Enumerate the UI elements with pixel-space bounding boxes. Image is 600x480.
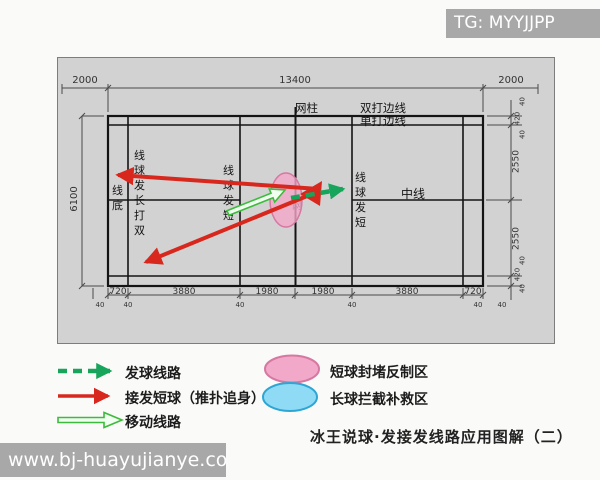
callout-40-4: 40	[347, 301, 357, 309]
callout-40-3: 40	[235, 301, 245, 309]
label-short-service-line-left: 线球发短	[223, 164, 234, 222]
label-short-service-line-right: 线球发短	[355, 171, 366, 229]
dim-bottom-3880-left: 3880	[172, 287, 196, 297]
callout-40-1: 40	[95, 301, 105, 309]
label-center-line: 中线	[401, 187, 426, 201]
dim-bottom-720-left: 720	[109, 287, 127, 297]
legend-label-pink-zone: 短球封堵反制区	[330, 365, 428, 381]
dim-right-2550b: 2550	[511, 227, 522, 250]
legend-pink-ellipse	[264, 354, 320, 384]
callout-40-6: 40	[497, 301, 507, 309]
label-doubles-long-service-line: 线球发长打双	[134, 149, 145, 237]
dim-top-right-2000: 2000	[498, 75, 524, 86]
legend-blue-ellipse	[262, 382, 318, 412]
label-net-post: 网柱	[295, 101, 318, 115]
dim-right-40b: 40	[518, 130, 527, 139]
dim-bottom-1980-right: 1980	[311, 287, 335, 297]
caption: 冰王说球·发接发线路应用图解（二）	[310, 428, 573, 446]
dim-right-2550a: 2550	[511, 150, 522, 173]
dim-top-left-2000: 2000	[72, 75, 98, 86]
label-singles-sideline: 单打边线	[360, 114, 406, 128]
legend-label-serve-path: 发球线路	[125, 366, 181, 382]
legend-label-receive-short: 接发短球（推扑追身）	[125, 391, 265, 407]
watermark-bottom-left: www.bj-huayujianye.com	[0, 443, 226, 477]
legend-label-movement: 移动线路	[125, 415, 181, 431]
dim-bottom-720-right: 720	[464, 287, 482, 297]
label-baseline: 线底	[112, 184, 123, 212]
legend-green-outline-arrow	[57, 411, 125, 429]
watermark-top-right: TG: MYYJJPP	[446, 9, 600, 38]
dim-top-13400: 13400	[279, 75, 311, 86]
label-doubles-sideline: 双打边线	[360, 101, 406, 115]
label-net: 网	[292, 201, 302, 212]
dim-bottom-3880-right: 3880	[395, 287, 419, 297]
callout-40-5: 40	[473, 301, 483, 309]
dim-left-6100: 6100	[69, 186, 80, 212]
dim-right-40d: 40	[518, 284, 527, 293]
dim-bottom-1980-left: 1980	[255, 287, 279, 297]
legend-label-blue-zone: 长球拦截补救区	[330, 392, 428, 408]
callout-40-2: 40	[123, 301, 133, 309]
